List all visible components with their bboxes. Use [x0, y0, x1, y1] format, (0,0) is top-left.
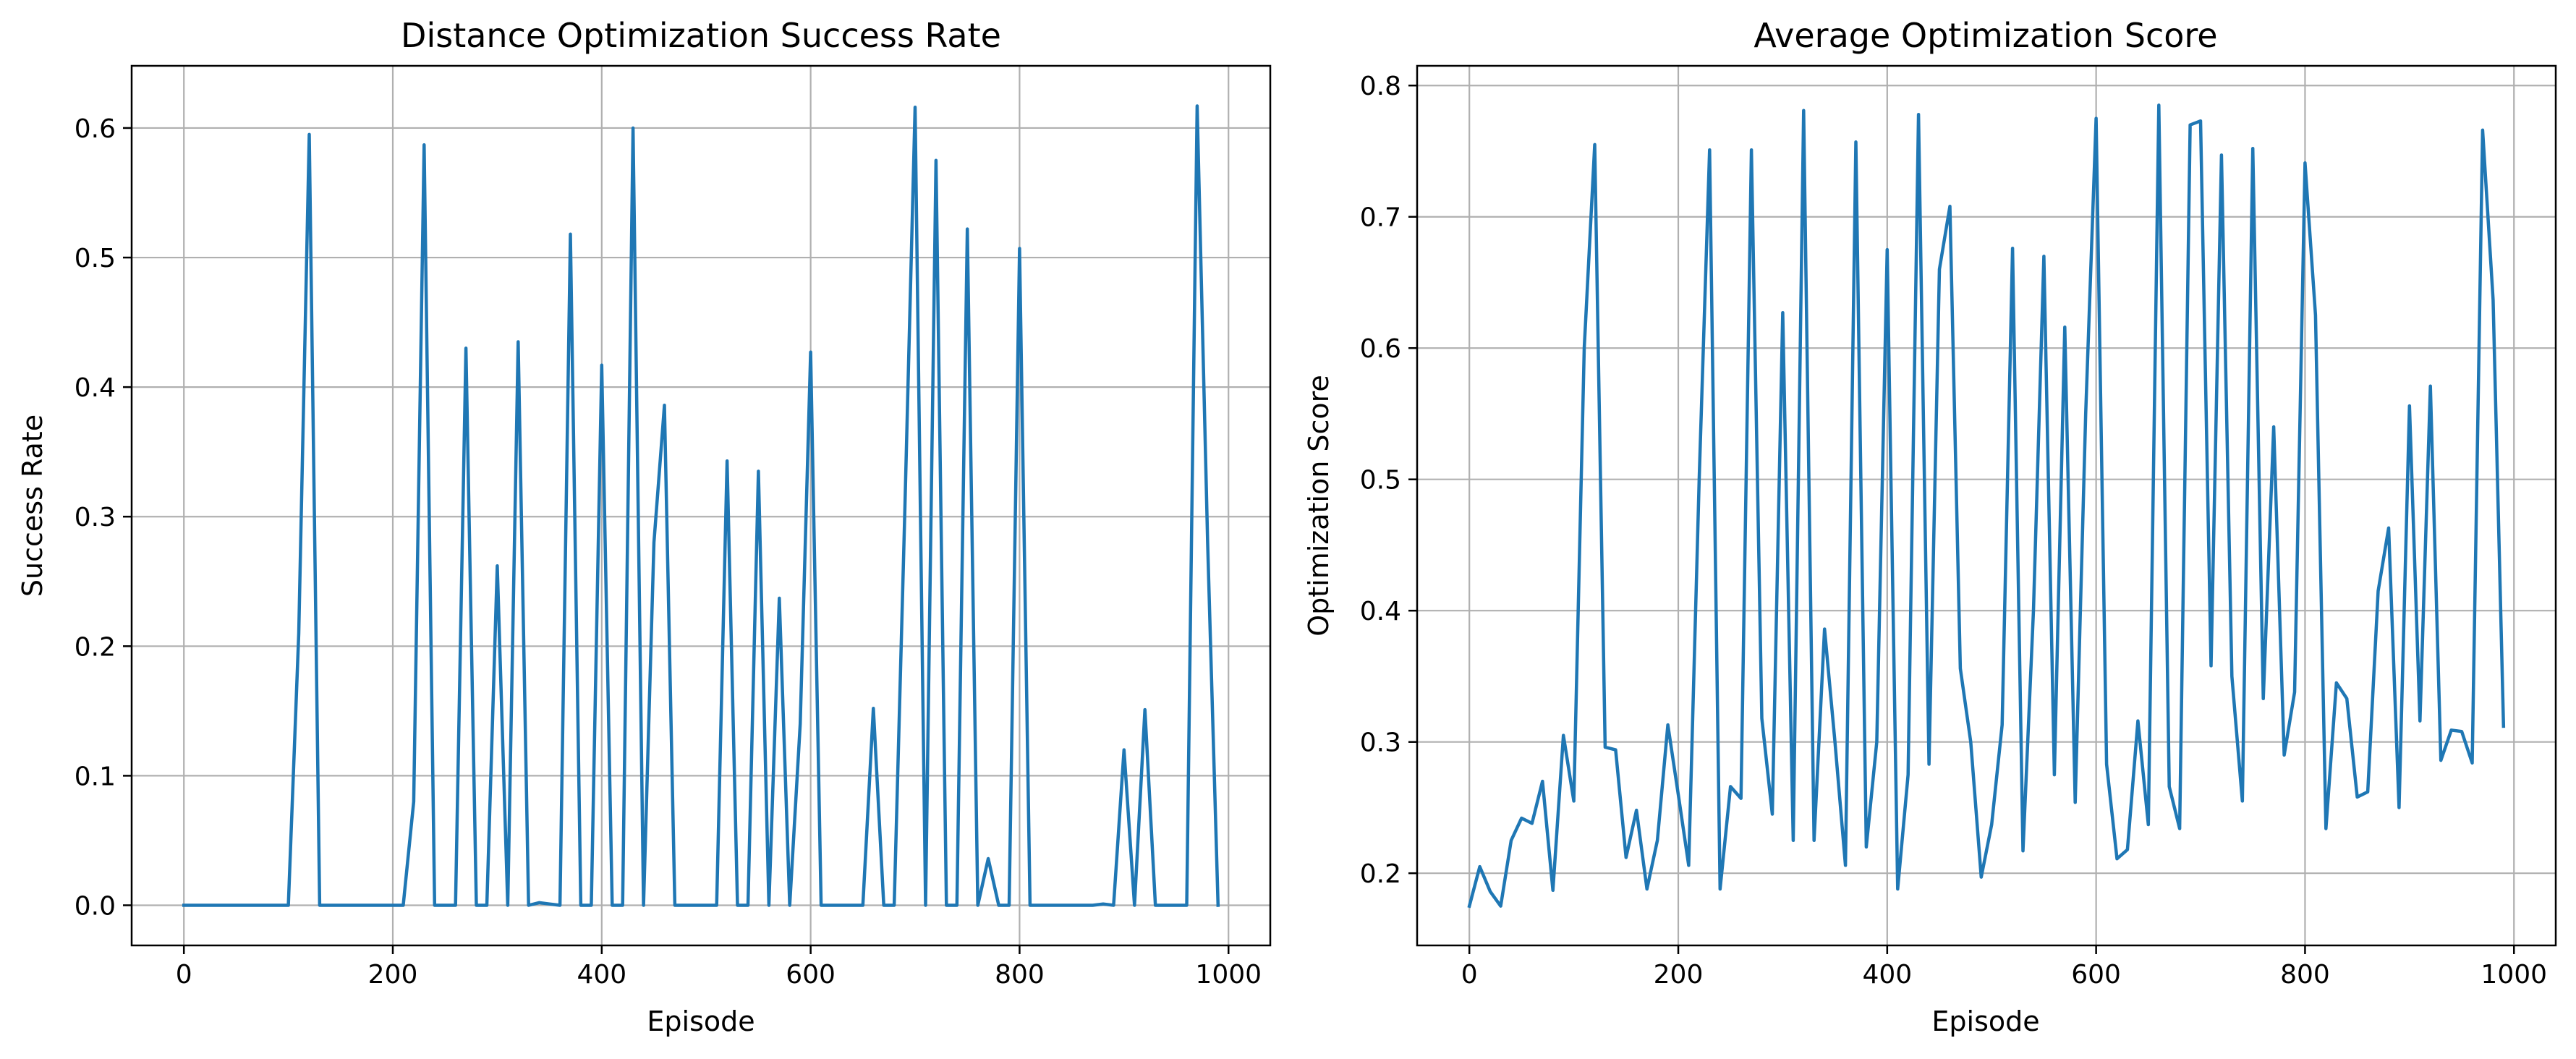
ticks: 0 200 400 600 800 1000 0.2 0.3 0.4 0.5 0.6 0.7 0.8 [1360, 72, 2547, 990]
x-axis-label: Episode [1931, 1005, 2039, 1037]
y-axis-label: Optimization Score [1303, 375, 1335, 637]
x-tick-label: 0 [176, 960, 192, 990]
y-tick-label: 0.8 [1360, 72, 1401, 101]
y-tick-label: 0.5 [75, 244, 116, 273]
x-tick-label: 200 [368, 960, 418, 990]
x-tick-label: 800 [995, 960, 1045, 990]
y-tick-label: 0.5 [1360, 466, 1401, 496]
x-tick-label: 1000 [2481, 960, 2547, 990]
series-line [1467, 103, 2506, 909]
x-tick-label: 800 [2280, 960, 2330, 990]
y-tick-label: 0.1 [75, 762, 116, 791]
y-tick-label: 0.3 [1360, 728, 1401, 758]
chart-title: Average Optimization Score [1754, 16, 2217, 55]
y-tick-label: 0.6 [75, 114, 116, 144]
x-tick-label: 1000 [1195, 960, 1262, 990]
y-tick-label: 0.4 [75, 373, 116, 403]
x-axis-label: Episode [647, 1005, 754, 1037]
series [1467, 103, 2506, 909]
x-tick-label: 600 [786, 960, 836, 990]
chart-success-rate: Distance Optimization Success Rate 0 200 4… [17, 16, 1272, 1037]
y-tick-label: 0.3 [75, 503, 116, 532]
chart-title: Distance Optimization Success Rate [401, 16, 1001, 55]
y-axis-label: Success Rate [17, 414, 48, 597]
y-tick-label: 0.2 [75, 632, 116, 662]
y-tick-label: 0.2 [1360, 859, 1401, 889]
y-tick-label: 0.7 [1360, 203, 1401, 233]
x-tick-label: 400 [1862, 960, 1912, 990]
x-tick-label: 0 [1461, 960, 1478, 990]
series-line [182, 104, 1220, 907]
y-tick-label: 0.0 [75, 891, 116, 921]
plot-frame [130, 64, 1272, 947]
y-tick-label: 0.6 [1360, 334, 1401, 364]
x-tick-label: 600 [2071, 960, 2121, 990]
plot-frame [1416, 64, 2557, 947]
series [182, 104, 1220, 907]
ticks: 0 200 400 600 800 1000 0.0 0.1 0.2 0.3 0.4 0.5 0.6 [75, 114, 1262, 990]
x-tick-label: 200 [1654, 960, 1704, 990]
chart-optimization-score: Average Optimization Score 0 200 400 600 800… [1303, 16, 2557, 1037]
y-tick-label: 0.4 [1360, 597, 1401, 626]
x-tick-label: 400 [577, 960, 626, 990]
